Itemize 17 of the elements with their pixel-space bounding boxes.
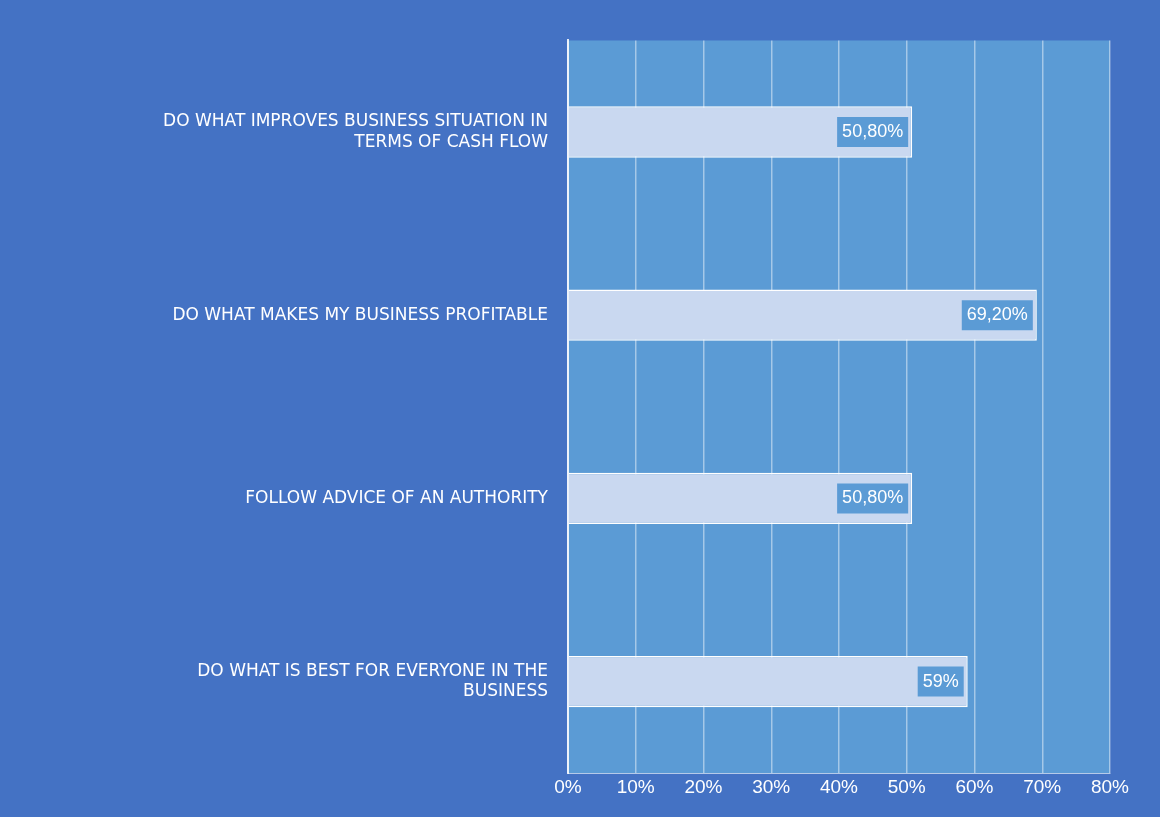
x-tick-label: 70% bbox=[1023, 775, 1062, 797]
data-label: 50,80% bbox=[842, 487, 904, 508]
x-tick-label: 20% bbox=[684, 775, 723, 797]
y-tick-label: DO WHAT IS BEST FOR EVERYONE IN THE BUSINESS bbox=[197, 659, 548, 701]
x-tick-label: 30% bbox=[752, 775, 791, 797]
data-label: 59% bbox=[922, 670, 959, 691]
y-tick-label: DO WHAT IMPROVES BUSINESS SITUATION IN TERMS OF CASH FLOW bbox=[163, 110, 549, 151]
x-tick-label: 60% bbox=[955, 775, 994, 797]
x-tick-label: 0% bbox=[554, 775, 582, 797]
x-tick-label: 10% bbox=[616, 775, 655, 797]
data-label: 69,20% bbox=[966, 304, 1028, 325]
x-tick-label: 50% bbox=[887, 775, 926, 797]
y-tick-label: FOLLOW ADVICE OF AN AUTHORITY bbox=[245, 486, 549, 507]
x-tick-label: 40% bbox=[819, 775, 859, 797]
y-tick-label: DO WHAT MAKES MY BUSINESS PROFITABLE bbox=[172, 303, 548, 324]
data-label: 50,80% bbox=[842, 120, 904, 141]
x-tick-label: 80% bbox=[1090, 775, 1130, 797]
